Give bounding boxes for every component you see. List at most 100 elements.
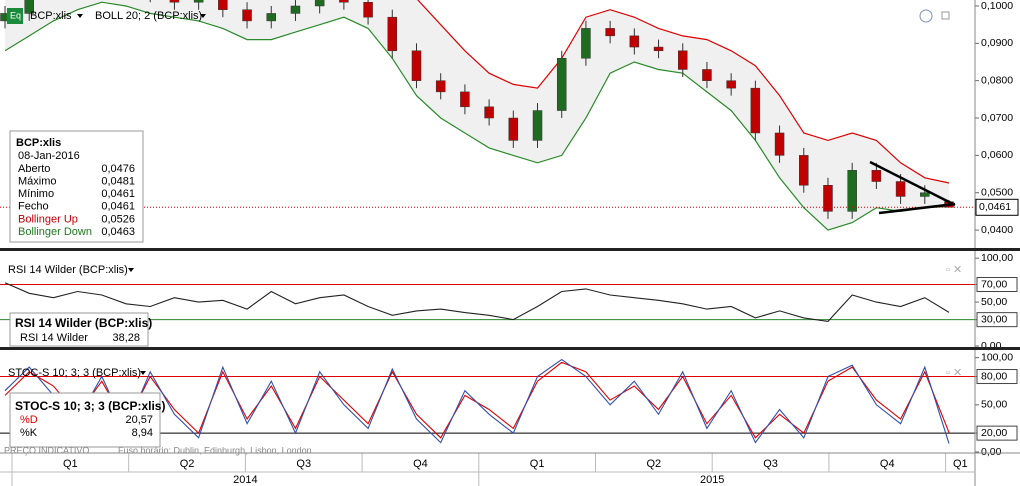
candle-body <box>556 58 567 111</box>
legend-value: 38,28 <box>112 332 140 344</box>
footer-note: PREÇO INDICATIVO <box>4 445 89 455</box>
candle-body <box>605 28 615 37</box>
dropdown-arrow[interactable] <box>128 268 134 272</box>
x-tick-label: Q1 <box>63 458 78 470</box>
candle-body <box>653 46 664 52</box>
last-price-label: 0,0461 <box>979 201 1011 213</box>
x-tick-label: Q3 <box>296 458 311 470</box>
y-tick-label: 70,00 <box>981 278 1007 290</box>
window-button[interactable]: ▫ ✕ <box>946 264 962 276</box>
info-label: Bollinger Up <box>18 213 78 225</box>
x-tick-label: Q2 <box>647 458 662 470</box>
stoch-title[interactable]: STOC-S 10; 3; 3 (BCP:xlis) <box>8 367 141 379</box>
info-label: Fecho <box>18 201 49 213</box>
legend-box <box>9 392 161 448</box>
trendline <box>878 202 956 215</box>
window-button[interactable]: ▫ ✕ <box>946 367 962 379</box>
trendline <box>869 160 956 207</box>
y-tick-label: 100,00 <box>981 252 1013 264</box>
info-label: Máximo <box>18 176 57 188</box>
info-title: BCP:xlis <box>16 137 61 149</box>
candle-body <box>193 0 204 3</box>
axes: 0,0400 0,0500 0,0600 0,0700 0,0800 0,0900 0,10… <box>11 0 1019 486</box>
candle-body <box>508 117 519 141</box>
rsi-plot <box>0 282 975 322</box>
info-value: 0,0461 <box>101 188 135 200</box>
candle-body <box>532 110 543 141</box>
tick-highlight <box>976 425 1018 441</box>
last-price-box <box>975 198 1019 216</box>
separator <box>0 248 1020 251</box>
legend-label: %D <box>20 414 38 426</box>
candle-body <box>411 50 422 81</box>
candle-body <box>435 80 446 93</box>
tick-highlight <box>976 312 1018 328</box>
candle-body <box>218 0 228 10</box>
candle-body <box>339 0 349 3</box>
candle-body <box>726 80 736 89</box>
info-value: 0,0526 <box>101 213 135 225</box>
dropdown-arrow[interactable] <box>77 14 83 18</box>
dropdown-arrow[interactable] <box>140 371 146 375</box>
tick-highlight <box>976 369 1018 385</box>
symbol-icon-text: Eq <box>10 10 21 20</box>
band-line <box>417 0 950 184</box>
stoch-plot <box>0 358 975 444</box>
y-tick-label: 0,1000 <box>981 0 1013 12</box>
candle-body <box>871 170 882 182</box>
y-tick-label: 80,00 <box>981 370 1007 382</box>
candle-body <box>290 5 301 14</box>
candle-body <box>314 0 325 7</box>
x-tick-label: Q4 <box>413 458 428 470</box>
candle-body <box>823 185 833 212</box>
x-tick-label: Q2 <box>180 458 195 470</box>
info-box <box>9 130 144 243</box>
candle-body <box>799 155 809 186</box>
candle-body <box>677 50 688 70</box>
candle-body <box>774 132 785 156</box>
info-value: 0,0463 <box>101 226 135 238</box>
candle-body <box>484 106 494 119</box>
symbol[interactable]: BCP:xlis <box>30 10 72 22</box>
x-tick-label: Q1 <box>530 458 545 470</box>
info-rows: Aberto 0,0476 Máximo 0,0481 Mínimo 0,0461 Fech… <box>18 163 135 238</box>
legend-value: 20,57 <box>125 414 153 426</box>
y-tick-label: 0,0500 <box>981 187 1013 199</box>
info-label: Aberto <box>18 163 50 175</box>
legend-label: %K <box>20 427 38 439</box>
candle-body <box>629 35 640 48</box>
candle-body <box>702 69 712 81</box>
y-tick-label: 0,0700 <box>981 112 1013 124</box>
y-tick-label: 0,00 <box>981 446 1002 458</box>
y-tick-label: 30,00 <box>981 313 1007 325</box>
candle-body <box>24 0 34 14</box>
candle-body <box>266 13 277 22</box>
x-tick-label: Q3 <box>763 458 778 470</box>
legend-box <box>9 312 149 347</box>
candle-body <box>847 170 857 212</box>
dropdown-arrow[interactable] <box>200 14 206 18</box>
price-plot <box>0 0 975 231</box>
info-label: Mínimo <box>18 188 54 200</box>
candle-body <box>242 9 252 22</box>
candle-body <box>387 16 398 52</box>
tick-highlight <box>976 277 1018 293</box>
candle-body <box>581 28 591 59</box>
y-tick-label: 20,00 <box>981 427 1007 439</box>
legend-value: 8,94 <box>132 427 153 439</box>
info-value: 0,0481 <box>101 176 135 188</box>
symbol-icon[interactable] <box>7 8 23 24</box>
rsi-title[interactable]: RSI 14 Wilder (BCP:xlis) <box>8 264 128 276</box>
footer-timezone: Fuso horário: Dublin, Edinburgh, Lisbon,… <box>118 445 312 455</box>
y-tick-label: 0,0600 <box>981 149 1013 161</box>
y-tick-label: 100,00 <box>981 351 1013 363</box>
y-tick-label: 50,00 <box>981 399 1007 411</box>
clock-icon[interactable] <box>919 9 933 23</box>
indicator[interactable]: BOLL 20; 2 (BCP:xlis) <box>95 10 202 22</box>
window-button[interactable] <box>941 11 950 20</box>
candle-body <box>363 1 373 18</box>
year-label: 2014 <box>233 474 257 486</box>
